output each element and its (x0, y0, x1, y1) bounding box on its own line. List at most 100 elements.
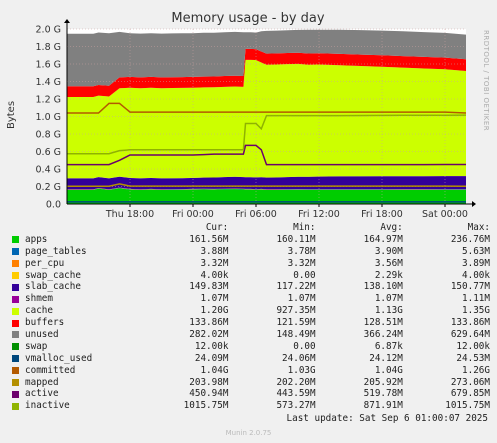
stacked-areas (67, 29, 466, 204)
legend-max: 1.11M (462, 293, 490, 305)
legend-cur: 149.83M (189, 281, 229, 293)
legend-cur: 133.86M (189, 317, 229, 329)
legend-name: swap (25, 340, 48, 352)
legend-row-mapped: mapped 203.98M 202.20M 205.92M 273.06M (12, 377, 490, 389)
legend-swatch (12, 367, 19, 375)
legend-avg: 6.87k (374, 340, 403, 352)
line-committed (67, 102, 467, 114)
legend-swatch (12, 307, 19, 315)
legend-swatch (12, 343, 19, 351)
legend-swatch (12, 283, 19, 291)
legend-name: inactive (25, 400, 70, 412)
y-axis-label: Bytes (6, 101, 17, 129)
area-buffers (67, 48, 466, 97)
legend-cur: 4.00k (200, 269, 229, 281)
legend-avg: 3.90M (374, 245, 403, 257)
legend-name: buffers (25, 317, 65, 329)
legend-name: shmem (25, 293, 53, 305)
y-tick-label: 0.4 G (36, 165, 62, 176)
legend-min: 3.32M (287, 257, 316, 269)
legend-row-cache: cache 1.20G 927.35M 1.13G 1.35G (12, 305, 490, 317)
legend-cur: 1.04G (200, 364, 229, 376)
legend: Cur: Min: Avg: Max: apps 161.56M 160.11M 16… (12, 222, 490, 412)
legend-cur: 24.09M (194, 352, 229, 364)
legend-min: 24.06M (282, 352, 316, 364)
axes: 0.0 0.2 G 0.4 G 0.6 G 0.8 G 1.0 G 1.2 G 1.4 G 1.… (36, 19, 476, 220)
legend-row-unused: unused 282.02M 148.49M 366.24M 629.64M (12, 329, 490, 341)
x-tick-label: Fri 12:00 (298, 209, 340, 220)
legend-min: 1.07M (287, 293, 316, 305)
y-tick-label: 0.2 G (36, 182, 62, 193)
legend-max: 12.00k (456, 340, 490, 352)
line-mapped (67, 183, 467, 187)
legend-swatch (12, 236, 19, 244)
area-apps (67, 188, 466, 204)
legend-min: 121.59M (276, 317, 316, 329)
y-tick-label: 1.0 G (36, 112, 62, 123)
legend-swatch (12, 319, 19, 327)
legend-max: 629.64M (450, 329, 490, 341)
legend-max: 5.63M (462, 245, 490, 257)
legend-name: committed (25, 364, 76, 376)
area-unused (67, 29, 466, 87)
legend-swatch (12, 402, 19, 410)
legend-swatch (12, 295, 19, 303)
area-cache (67, 59, 466, 179)
x-tick-label: Fri 18:00 (361, 209, 403, 220)
legend-swatch (12, 272, 19, 279)
legend-name: per_cpu (25, 257, 65, 269)
x-tick-label: Thu 18:00 (105, 209, 154, 220)
legend-avg: 2.29k (374, 269, 403, 281)
legend-avg: 1.13G (374, 305, 403, 317)
legend-cur: 161.56M (189, 233, 229, 245)
legend-min: 117.22M (276, 281, 316, 293)
x-tick-label: Sat 00:00 (422, 209, 468, 220)
x-axis-arrow (472, 201, 476, 207)
legend-row-per-cpu: per_cpu 3.32M 3.32M 3.56M 3.89M (12, 258, 490, 270)
legend-max: 3.89M (462, 257, 490, 269)
legend-avg: 138.10M (363, 281, 403, 293)
legend-row-apps: apps 161.56M 160.11M 164.97M 236.76M (12, 234, 490, 246)
legend-header: Cur: Min: Avg: Max: (12, 222, 490, 234)
legend-swatch (12, 331, 19, 339)
legend-cur: 3.32M (200, 257, 229, 269)
legend-min: 0.00 (293, 269, 316, 281)
legend-avg: 366.24M (363, 329, 403, 341)
legend-avg: 519.78M (363, 388, 403, 400)
legend-min: 927.35M (276, 305, 316, 317)
legend-max: 273.06M (450, 376, 490, 388)
y-tick-label: 2.0 G (36, 25, 62, 36)
legend-avg: 24.12M (369, 352, 403, 364)
legend-avg: 128.51M (363, 317, 403, 329)
legend-cur: 1.20G (200, 305, 229, 317)
last-update: Last update: Sat Sep 6 01:00:07 2025 (286, 413, 489, 424)
legend-max: 24.53M (456, 352, 490, 364)
legend-min: 443.59M (276, 388, 316, 400)
legend-cur: 450.94M (189, 388, 229, 400)
grid (67, 28, 466, 205)
legend-avg: 1.07M (374, 293, 403, 305)
legend-row-buffers: buffers 133.86M 121.59M 128.51M 133.86M (12, 317, 490, 329)
area-slab-cache (67, 176, 466, 190)
legend-rows: apps 161.56M 160.11M 164.97M 236.76M page_tab… (12, 234, 490, 412)
y-tick-label: 1.2 G (36, 95, 62, 106)
legend-swatch (12, 260, 19, 268)
legend-name: active (25, 388, 59, 400)
legend-name: vmalloc_used (25, 352, 93, 364)
legend-name: cache (25, 305, 53, 317)
area-page-tables (67, 187, 466, 190)
legend-max: 133.86M (450, 317, 490, 329)
legend-avg: 205.92M (363, 376, 403, 388)
line-inactive (67, 114, 467, 155)
legend-min: 1.03G (287, 364, 316, 376)
header-avg: Avg: (380, 222, 403, 233)
legend-swatch (12, 379, 19, 387)
y-tick-label: 1.8 G (36, 42, 62, 53)
legend-row-committed: committed 1.04G 1.03G 1.04G 1.26G (12, 365, 490, 377)
legend-max: 150.77M (450, 281, 490, 293)
legend-max: 679.85M (450, 388, 490, 400)
legend-name: page_tables (25, 245, 87, 257)
legend-swatch (12, 248, 19, 256)
legend-row-active: active 450.94M 443.59M 519.78M 679.85M (12, 388, 490, 400)
legend-avg: 164.97M (363, 233, 403, 245)
